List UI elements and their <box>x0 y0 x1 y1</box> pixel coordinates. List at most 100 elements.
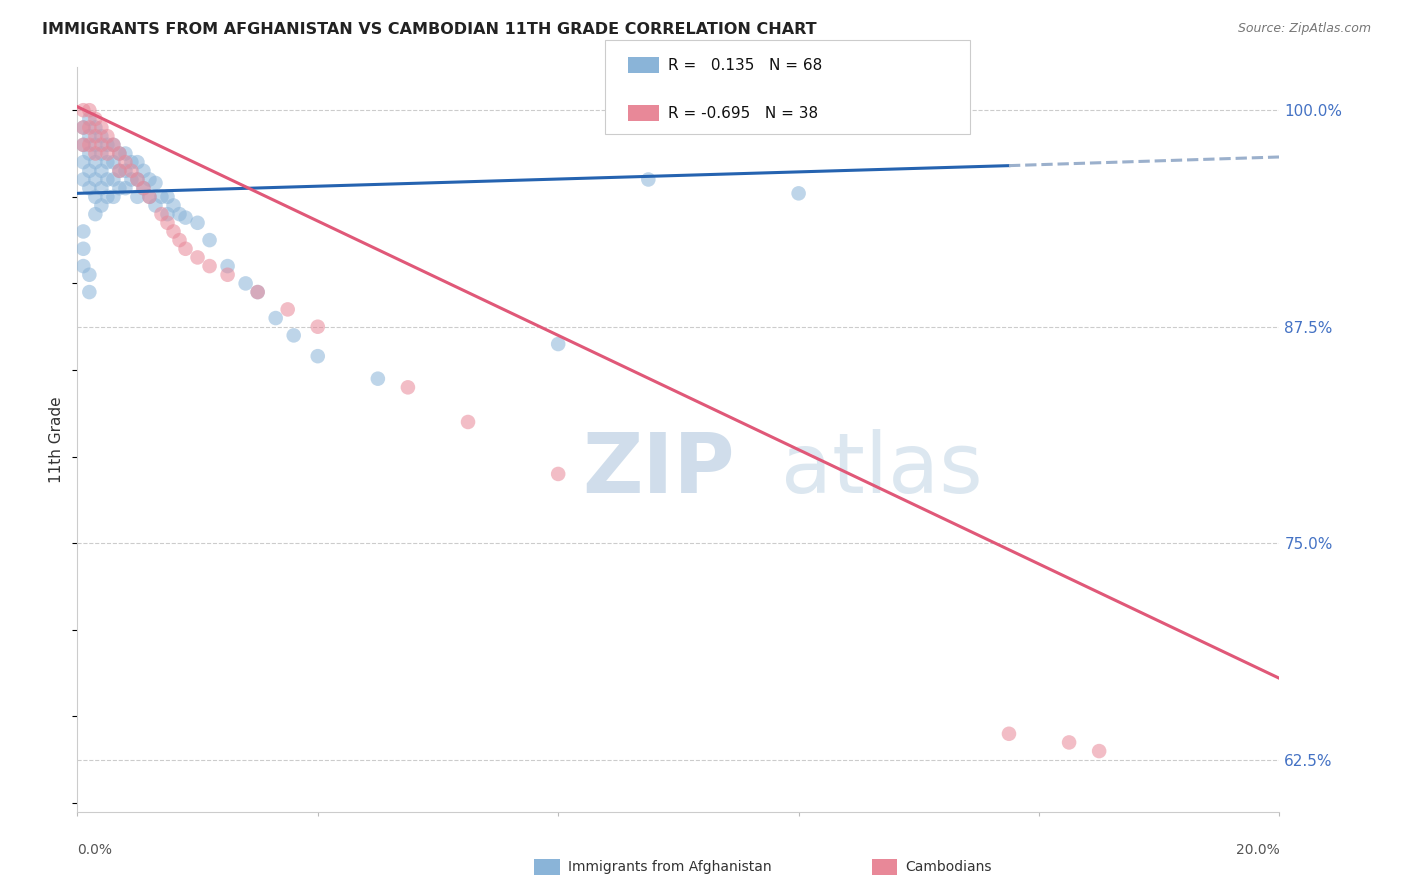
Point <box>162 224 184 238</box>
Point <box>187 216 209 230</box>
Point <box>79 103 101 118</box>
Text: R =   0.135   N = 68: R = 0.135 N = 68 <box>668 58 823 72</box>
Point <box>187 251 209 265</box>
Point <box>127 172 149 186</box>
Point <box>174 242 197 256</box>
Point <box>79 137 101 152</box>
Text: Cambodians: Cambodians <box>905 860 993 874</box>
Text: 0.0%: 0.0% <box>77 843 112 857</box>
Point <box>84 137 107 152</box>
Point <box>307 349 329 363</box>
Point <box>169 233 191 247</box>
Point <box>72 137 94 152</box>
Point <box>457 415 479 429</box>
Point <box>103 137 125 152</box>
Point <box>84 129 107 144</box>
Point <box>90 164 112 178</box>
Point <box>90 120 112 135</box>
Point <box>162 198 184 212</box>
Point <box>103 172 125 186</box>
Point <box>79 146 101 161</box>
Point <box>72 172 94 186</box>
Text: Source: ZipAtlas.com: Source: ZipAtlas.com <box>1237 22 1371 36</box>
Point <box>96 129 118 144</box>
Point <box>307 319 329 334</box>
Point <box>120 172 142 186</box>
Point <box>103 137 125 152</box>
Point <box>217 259 239 273</box>
Point <box>90 137 112 152</box>
Point <box>90 181 112 195</box>
Point <box>84 172 107 186</box>
Point <box>84 112 107 126</box>
Point <box>132 181 155 195</box>
Point <box>198 233 221 247</box>
Point <box>145 176 167 190</box>
Point <box>217 268 239 282</box>
Point <box>132 164 155 178</box>
Point <box>84 190 107 204</box>
Point <box>1057 735 1080 749</box>
Point <box>108 181 131 195</box>
Point <box>156 207 179 221</box>
Point <box>72 242 94 256</box>
Point <box>84 146 107 161</box>
Point <box>396 380 419 394</box>
Point <box>79 164 101 178</box>
Text: IMMIGRANTS FROM AFGHANISTAN VS CAMBODIAN 11TH GRADE CORRELATION CHART: IMMIGRANTS FROM AFGHANISTAN VS CAMBODIAN… <box>42 22 817 37</box>
Point <box>96 137 118 152</box>
Point <box>79 129 101 144</box>
Point <box>108 146 131 161</box>
Point <box>198 259 221 273</box>
Point <box>547 467 569 481</box>
Point <box>72 155 94 169</box>
Point <box>156 216 179 230</box>
Point <box>114 146 136 161</box>
Point <box>277 302 299 317</box>
Point <box>79 112 101 126</box>
Point <box>367 372 389 386</box>
Point <box>90 146 112 161</box>
Point <box>132 181 155 195</box>
Point <box>174 211 197 225</box>
Text: atlas: atlas <box>780 428 983 509</box>
Point <box>547 337 569 351</box>
Point <box>96 155 118 169</box>
Point <box>79 120 101 135</box>
Point <box>103 190 125 204</box>
Point <box>84 207 107 221</box>
Point <box>156 190 179 204</box>
Point <box>72 103 94 118</box>
Point <box>120 155 142 169</box>
Point <box>90 129 112 144</box>
Point <box>114 155 136 169</box>
Point <box>246 285 269 299</box>
Text: ZIP: ZIP <box>582 428 735 509</box>
Point <box>72 137 94 152</box>
Point <box>235 277 257 291</box>
Point <box>84 155 107 169</box>
Point <box>90 198 112 212</box>
Point <box>72 259 94 273</box>
Point <box>120 164 142 178</box>
Point <box>138 190 160 204</box>
Point <box>150 207 173 221</box>
Point <box>84 120 107 135</box>
Point <box>1088 744 1111 758</box>
Point <box>787 186 810 201</box>
Point <box>79 285 101 299</box>
Text: R = -0.695   N = 38: R = -0.695 N = 38 <box>668 106 818 120</box>
Point <box>96 190 118 204</box>
Point <box>138 190 160 204</box>
Point <box>114 164 136 178</box>
Point <box>127 172 149 186</box>
Point <box>72 224 94 238</box>
Point <box>150 190 173 204</box>
Point <box>998 727 1021 741</box>
Point <box>127 155 149 169</box>
Text: Immigrants from Afghanistan: Immigrants from Afghanistan <box>568 860 772 874</box>
Point <box>138 172 160 186</box>
Point <box>72 120 94 135</box>
Point <box>108 146 131 161</box>
Point <box>108 164 131 178</box>
